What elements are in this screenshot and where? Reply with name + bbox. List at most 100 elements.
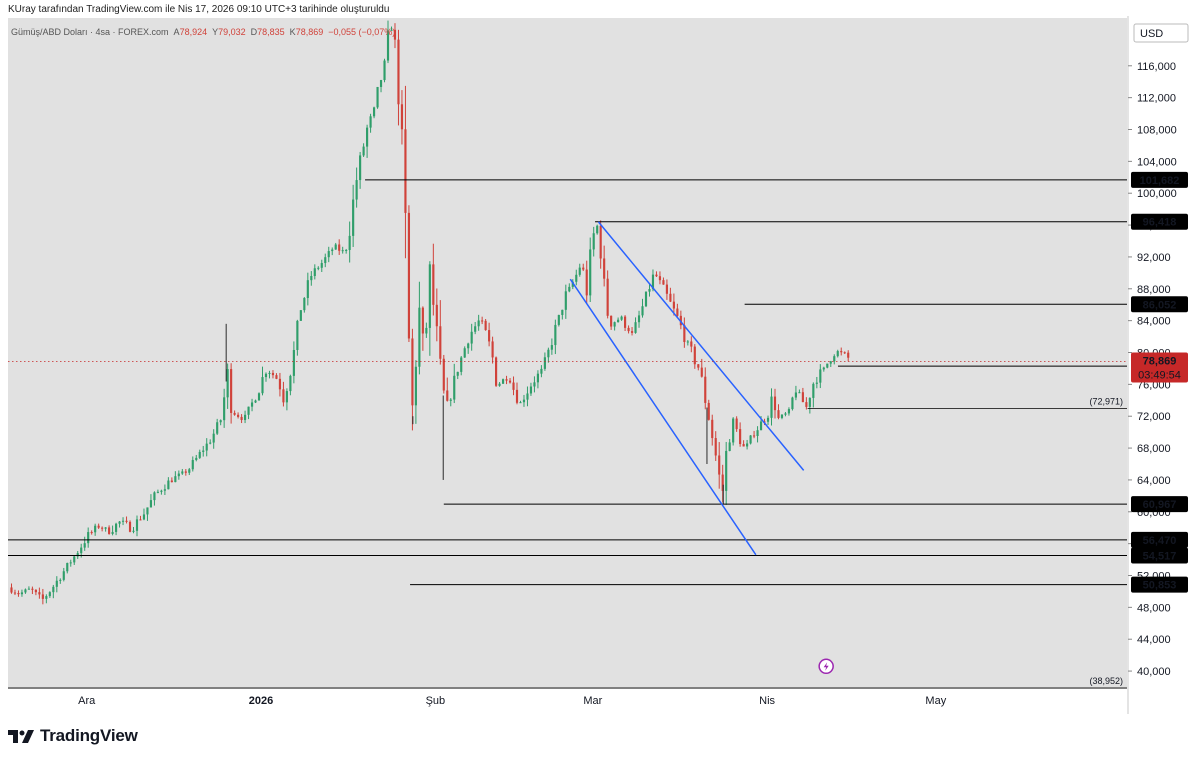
candle-body [529, 386, 533, 394]
y-tick-label: 100,000 [1137, 188, 1177, 200]
candle-body [599, 225, 602, 259]
candle-body [202, 450, 205, 452]
candle-body [27, 588, 30, 590]
candle-body [742, 444, 745, 447]
legend-open-label: A [174, 27, 180, 37]
candle-body [97, 525, 100, 528]
candle-body [268, 372, 271, 374]
candle-body [320, 263, 323, 268]
candle-body [630, 331, 634, 333]
candle-body [390, 29, 393, 31]
candle-body [620, 316, 623, 320]
candle-body [442, 358, 445, 391]
candle-body [59, 579, 62, 581]
candle-body [411, 338, 414, 406]
candle-body [341, 250, 344, 252]
candle-body [160, 490, 163, 492]
candle-body [184, 471, 187, 473]
candle-body [460, 357, 463, 372]
candles [10, 20, 850, 605]
x-tick-label: Ara [78, 695, 96, 707]
candle-body [289, 375, 292, 392]
y-tick-label: 48,000 [1137, 602, 1171, 614]
candle-body [62, 571, 65, 580]
candle-body [271, 372, 275, 376]
candle-body [149, 500, 153, 508]
candle-body [812, 383, 815, 398]
y-tick-label: 88,000 [1137, 284, 1171, 296]
candle-body [648, 289, 651, 292]
candle-body [362, 146, 365, 156]
candle-body [512, 382, 515, 390]
candle-body [83, 543, 86, 548]
candle-body [108, 527, 111, 534]
candle-body [38, 592, 41, 595]
candle-body [526, 393, 529, 400]
candle-body [585, 269, 588, 296]
candle-body [686, 341, 689, 343]
candle-body [683, 325, 686, 342]
y-tick-label: 64,000 [1137, 475, 1171, 487]
candle-body [662, 280, 665, 285]
chart-caption: KUray tarafından TradingView.com ile Nis… [8, 4, 390, 15]
candle-body [20, 592, 24, 595]
current-price-label: 78,869 [1143, 356, 1177, 368]
candle-body [10, 587, 13, 593]
legend-symbol: Gümüş/ABD Doları · 4sa · FOREX.com [11, 27, 169, 37]
y-tick-label: 92,000 [1137, 252, 1171, 264]
level-price-label: 56,470 [1143, 535, 1177, 547]
candle-body [676, 308, 679, 316]
channel-upper-line [597, 221, 805, 471]
candle-body [303, 298, 306, 311]
candle-body [766, 417, 770, 422]
candle-body [174, 476, 177, 483]
candle-body [94, 525, 97, 533]
candle-body [784, 413, 787, 415]
candle-body [470, 331, 473, 344]
candle-body [481, 320, 484, 322]
current-price-box [1131, 352, 1188, 383]
time-axis-area [8, 689, 1127, 715]
candle-body [226, 369, 229, 398]
candle-body [728, 442, 731, 451]
candle-body [275, 375, 278, 379]
y-tick-label: 84,000 [1137, 316, 1171, 328]
candle-body [55, 580, 58, 587]
y-tick-label: 112,000 [1137, 93, 1176, 105]
candle-body [177, 473, 180, 477]
candle-body [139, 519, 142, 521]
candle-body [704, 376, 707, 403]
candle-body [292, 349, 295, 376]
candle-body [135, 519, 139, 531]
y-tick-label: 72,000 [1137, 411, 1171, 423]
x-tick-label: Nis [759, 695, 775, 707]
candle-body [672, 301, 675, 309]
lightning-icon [823, 662, 829, 671]
candle-body [338, 244, 341, 251]
candle-body [575, 274, 578, 282]
candle-body [170, 480, 173, 483]
candle-body [533, 382, 536, 387]
candle-body [759, 421, 763, 431]
x-tick-label: May [925, 695, 946, 707]
candle-body [195, 457, 198, 460]
candle-body [805, 402, 808, 407]
candle-body [216, 422, 219, 434]
tradingview-logo[interactable]: TradingView [8, 726, 138, 746]
candle-body [369, 116, 372, 128]
legend-high: 79,032 [218, 27, 246, 37]
candle-body [31, 588, 34, 590]
candle-body [498, 383, 501, 386]
candle-body [819, 369, 822, 383]
candle-body [749, 435, 752, 444]
candle-body [777, 410, 780, 418]
candle-body [791, 397, 794, 410]
candle-body [456, 371, 459, 376]
candle-body [463, 348, 466, 358]
candle-body [355, 180, 358, 200]
candle-body [243, 414, 247, 421]
candle-body [386, 30, 390, 61]
candle-body [554, 324, 557, 346]
candle-body [404, 129, 407, 213]
